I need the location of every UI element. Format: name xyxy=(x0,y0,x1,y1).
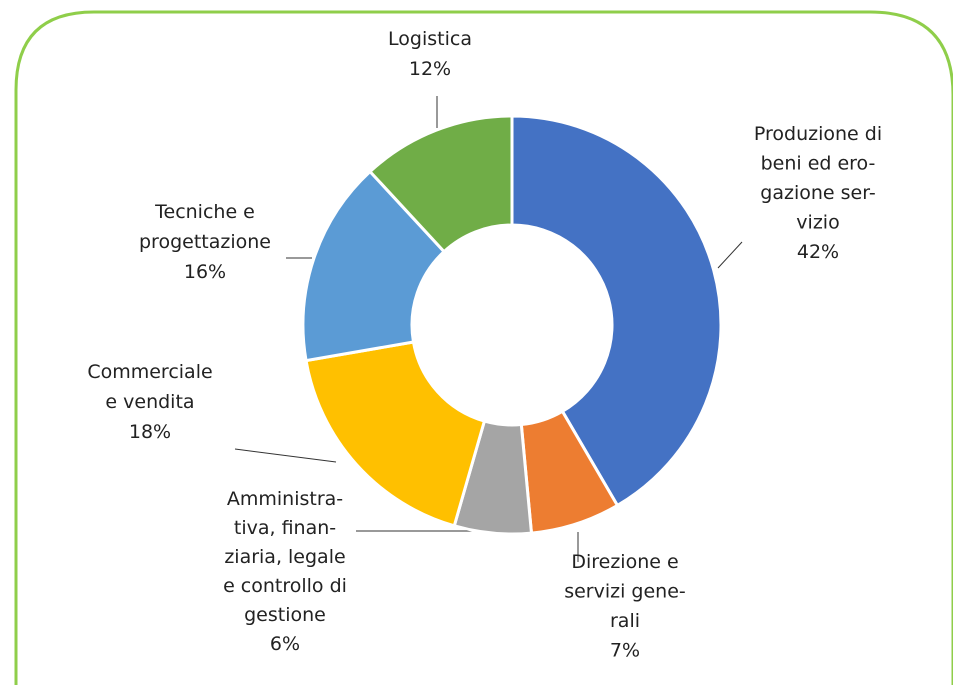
frame xyxy=(14,10,953,685)
label-line: vizio xyxy=(796,212,839,234)
donut-slice xyxy=(510,114,723,508)
value-label: 16% xyxy=(184,261,226,283)
data-label: Amministra-tiva, finan-ziaria, legale e c… xyxy=(223,488,347,655)
label-line: ziaria, legale xyxy=(224,546,345,568)
label-line: progettazione xyxy=(139,231,271,253)
label-line: Produzione di xyxy=(754,123,882,145)
label-line: Tecniche e xyxy=(154,201,255,223)
leader-line xyxy=(234,448,337,463)
label-line: e vendita xyxy=(105,391,194,413)
label-line: beni ed ero- xyxy=(761,153,876,175)
data-label: Tecniche e progettazione 16% xyxy=(139,201,271,283)
leaders xyxy=(234,96,743,562)
donut-slice xyxy=(367,114,514,254)
label-line: gestione xyxy=(244,604,326,626)
value-label: 42% xyxy=(797,241,839,263)
label-line: Logistica xyxy=(388,28,472,50)
data-label: Produzione di beni ed ero-gazione ser-viz… xyxy=(754,123,882,263)
leader-line xyxy=(717,241,743,269)
label-line: Commerciale xyxy=(87,361,212,383)
label-line: servizi gene- xyxy=(564,581,686,603)
label-line: gazione ser- xyxy=(760,182,875,204)
value-label: 7% xyxy=(610,640,640,662)
donut-slice xyxy=(304,340,487,528)
value-label: 18% xyxy=(129,421,171,443)
label-line: rali xyxy=(610,610,640,632)
label-line: Amministra- xyxy=(227,488,343,510)
value-label: 6% xyxy=(270,633,300,655)
data-label: Commerciale e vendita 18% xyxy=(87,361,212,443)
label-line: tiva, finan- xyxy=(234,517,336,539)
donut-slice xyxy=(301,169,447,363)
label-line: Direzione e xyxy=(571,551,678,573)
data-label: Direzione e servizi gene-rali 7% xyxy=(564,551,686,662)
label-line: e controllo di xyxy=(223,575,347,597)
data-label: Logistica 12% xyxy=(388,28,472,80)
value-label: 12% xyxy=(409,58,451,80)
